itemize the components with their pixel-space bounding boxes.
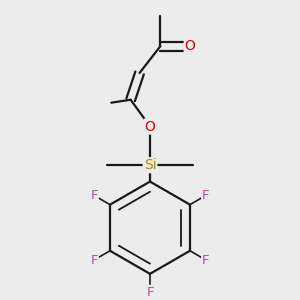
Text: F: F [202, 254, 210, 266]
Text: O: O [185, 39, 196, 53]
Text: F: F [90, 254, 98, 266]
Text: F: F [202, 189, 210, 202]
Text: F: F [90, 189, 98, 202]
Text: O: O [145, 119, 155, 134]
Text: Si: Si [144, 158, 156, 172]
Text: F: F [146, 286, 154, 299]
